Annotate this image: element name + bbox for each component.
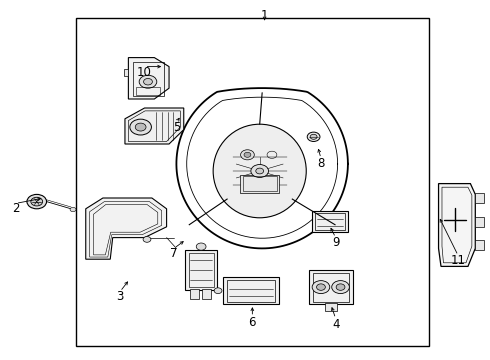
Circle shape — [31, 197, 43, 206]
Circle shape — [317, 284, 325, 290]
Circle shape — [130, 119, 151, 135]
Text: 9: 9 — [332, 237, 340, 249]
Bar — [312, 211, 348, 232]
Bar — [136, 87, 160, 95]
Circle shape — [251, 165, 269, 177]
Bar — [190, 289, 199, 299]
Circle shape — [196, 243, 206, 250]
Bar — [315, 213, 345, 230]
Polygon shape — [125, 108, 184, 144]
Bar — [475, 217, 484, 227]
Polygon shape — [128, 58, 169, 99]
Text: 8: 8 — [317, 157, 325, 170]
Text: 4: 4 — [332, 318, 340, 330]
Circle shape — [312, 281, 330, 294]
Bar — [76, 18, 429, 346]
Bar — [202, 289, 211, 299]
Text: 11: 11 — [451, 255, 465, 267]
Bar — [309, 270, 353, 304]
Circle shape — [256, 168, 264, 174]
Circle shape — [144, 78, 152, 85]
Bar — [189, 253, 214, 287]
Bar — [185, 250, 217, 290]
Circle shape — [139, 75, 157, 88]
Text: 10: 10 — [137, 66, 152, 78]
Circle shape — [241, 150, 254, 160]
Polygon shape — [439, 184, 475, 266]
Circle shape — [244, 152, 251, 157]
Text: 2: 2 — [12, 202, 20, 215]
Bar — [227, 280, 275, 302]
Bar — [325, 303, 337, 311]
Bar — [313, 273, 349, 302]
Polygon shape — [124, 69, 128, 76]
Circle shape — [70, 207, 76, 212]
Circle shape — [27, 194, 47, 209]
Bar — [243, 176, 277, 191]
Circle shape — [307, 132, 320, 141]
Polygon shape — [86, 198, 167, 259]
Text: 5: 5 — [172, 121, 180, 134]
Bar — [475, 240, 484, 250]
Text: 1: 1 — [261, 9, 269, 22]
Bar — [240, 175, 279, 193]
Circle shape — [143, 237, 151, 242]
Circle shape — [332, 281, 349, 294]
Text: 6: 6 — [248, 316, 256, 329]
Text: 3: 3 — [116, 291, 124, 303]
Text: 7: 7 — [170, 247, 178, 260]
Bar — [133, 62, 164, 96]
Circle shape — [214, 288, 222, 294]
Ellipse shape — [213, 124, 306, 218]
Circle shape — [310, 134, 317, 139]
Circle shape — [336, 284, 345, 290]
Bar — [223, 277, 279, 304]
Circle shape — [135, 123, 146, 131]
Bar — [475, 193, 484, 203]
